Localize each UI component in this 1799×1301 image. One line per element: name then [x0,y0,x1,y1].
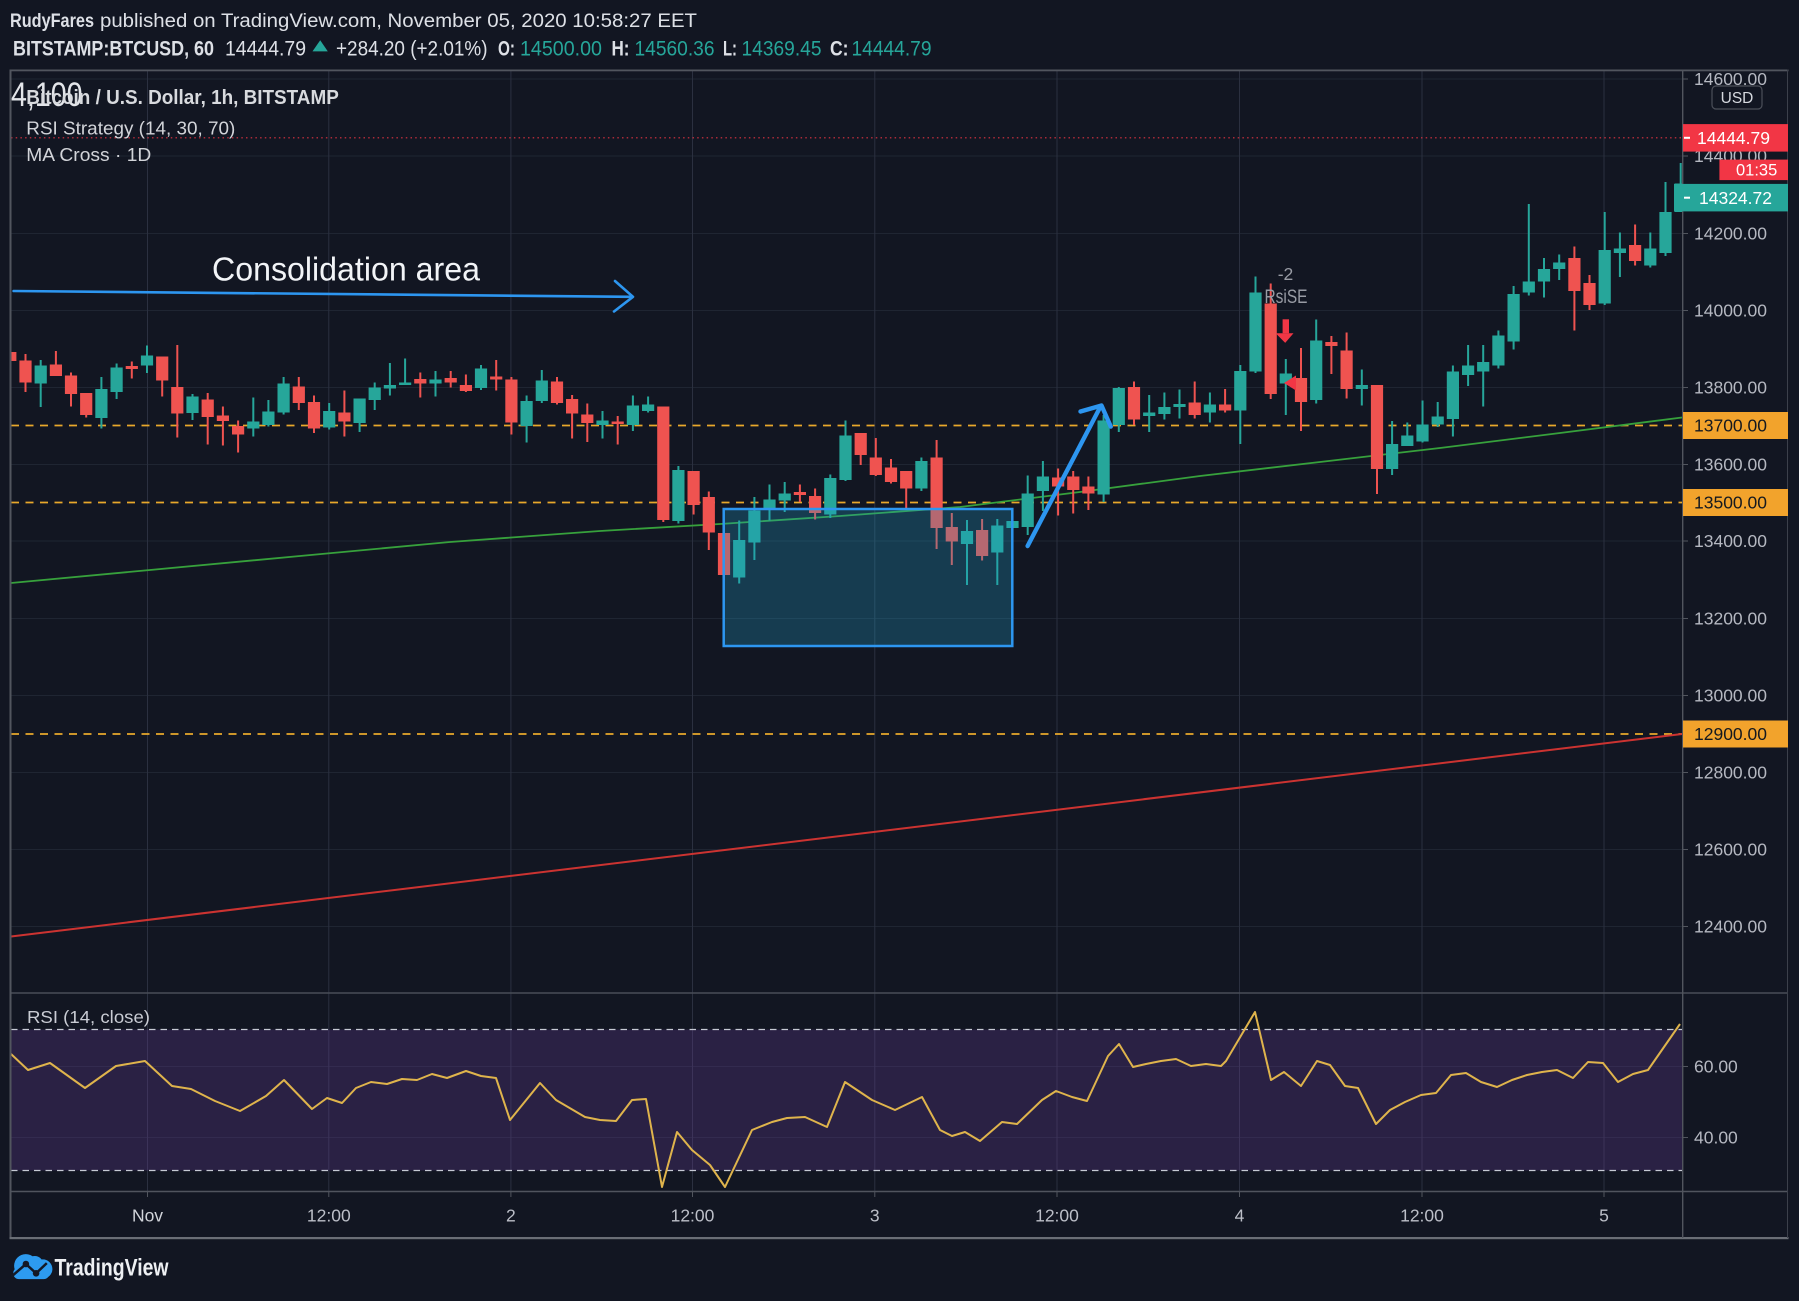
svg-text:13000.00: 13000.00 [1694,686,1767,706]
svg-text:2: 2 [506,1206,516,1226]
svg-text:13700.00: 13700.00 [1694,416,1767,436]
svg-text:Bitcoin / U.S. Dollar, 1h, BIT: Bitcoin / U.S. Dollar, 1h, BITSTAMP [26,86,339,109]
svg-text:published on TradingView.com,: published on TradingView.com, November 0… [100,11,697,32]
svg-text:USD: USD [1721,90,1754,107]
svg-text:14444.79: 14444.79 [1697,128,1770,148]
svg-text:14200.00: 14200.00 [1694,224,1767,244]
svg-text:13200.00: 13200.00 [1694,609,1767,629]
svg-text:12600.00: 12600.00 [1694,840,1767,860]
svg-text:RSI (14, close): RSI (14, close) [27,1007,150,1027]
svg-text:12:00: 12:00 [671,1206,715,1226]
svg-text:MA Cross · 1D: MA Cross · 1D [26,144,151,165]
svg-text:60.00: 60.00 [1694,1057,1738,1077]
svg-text:12400.00: 12400.00 [1694,917,1767,937]
svg-text:RsiSE: RsiSE [1265,286,1308,308]
svg-text:13600.00: 13600.00 [1694,455,1767,475]
svg-text:3: 3 [870,1206,880,1226]
svg-text:12:00: 12:00 [307,1206,351,1226]
svg-text:C:: C: [830,38,849,61]
svg-text:L:: L: [723,38,737,61]
svg-text:14444.79: 14444.79 [225,38,306,61]
svg-text:13800.00: 13800.00 [1694,378,1767,398]
svg-text:13400.00: 13400.00 [1694,531,1767,551]
svg-text:TradingView: TradingView [55,1255,170,1282]
svg-text:12:00: 12:00 [1035,1206,1079,1226]
svg-text:14500.00: 14500.00 [520,38,602,61]
svg-text:14444.79: 14444.79 [852,38,932,61]
svg-text:+284.20 (+2.01%): +284.20 (+2.01%) [336,38,488,61]
svg-text:RudyFares: RudyFares [10,11,94,32]
svg-text:5: 5 [1599,1206,1609,1226]
svg-text:14000.00: 14000.00 [1694,301,1767,321]
svg-text:O:: O: [498,38,515,61]
svg-text:-2: -2 [1278,264,1294,284]
svg-text:14369.45: 14369.45 [742,38,822,61]
svg-text:13500.00: 13500.00 [1694,493,1767,513]
svg-text:4,100: 4,100 [11,76,83,114]
svg-text:40.00: 40.00 [1694,1128,1738,1148]
svg-text:14600.00: 14600.00 [1694,69,1767,89]
svg-text:01:35: 01:35 [1736,162,1777,180]
svg-text:14560.36: 14560.36 [635,38,715,61]
svg-text:12:00: 12:00 [1400,1206,1444,1226]
svg-text:H:: H: [612,38,630,61]
svg-text:BITSTAMP:BTCUSD, 60: BITSTAMP:BTCUSD, 60 [13,38,214,61]
svg-text:14324.72: 14324.72 [1699,188,1772,208]
svg-text:Nov: Nov [132,1206,163,1226]
svg-text:12900.00: 12900.00 [1694,724,1767,744]
svg-text:RSI Strategy (14, 30, 70): RSI Strategy (14, 30, 70) [26,118,235,139]
svg-text:Consolidation area: Consolidation area [212,252,480,289]
svg-text:4: 4 [1235,1206,1245,1226]
svg-text:12800.00: 12800.00 [1694,763,1767,783]
